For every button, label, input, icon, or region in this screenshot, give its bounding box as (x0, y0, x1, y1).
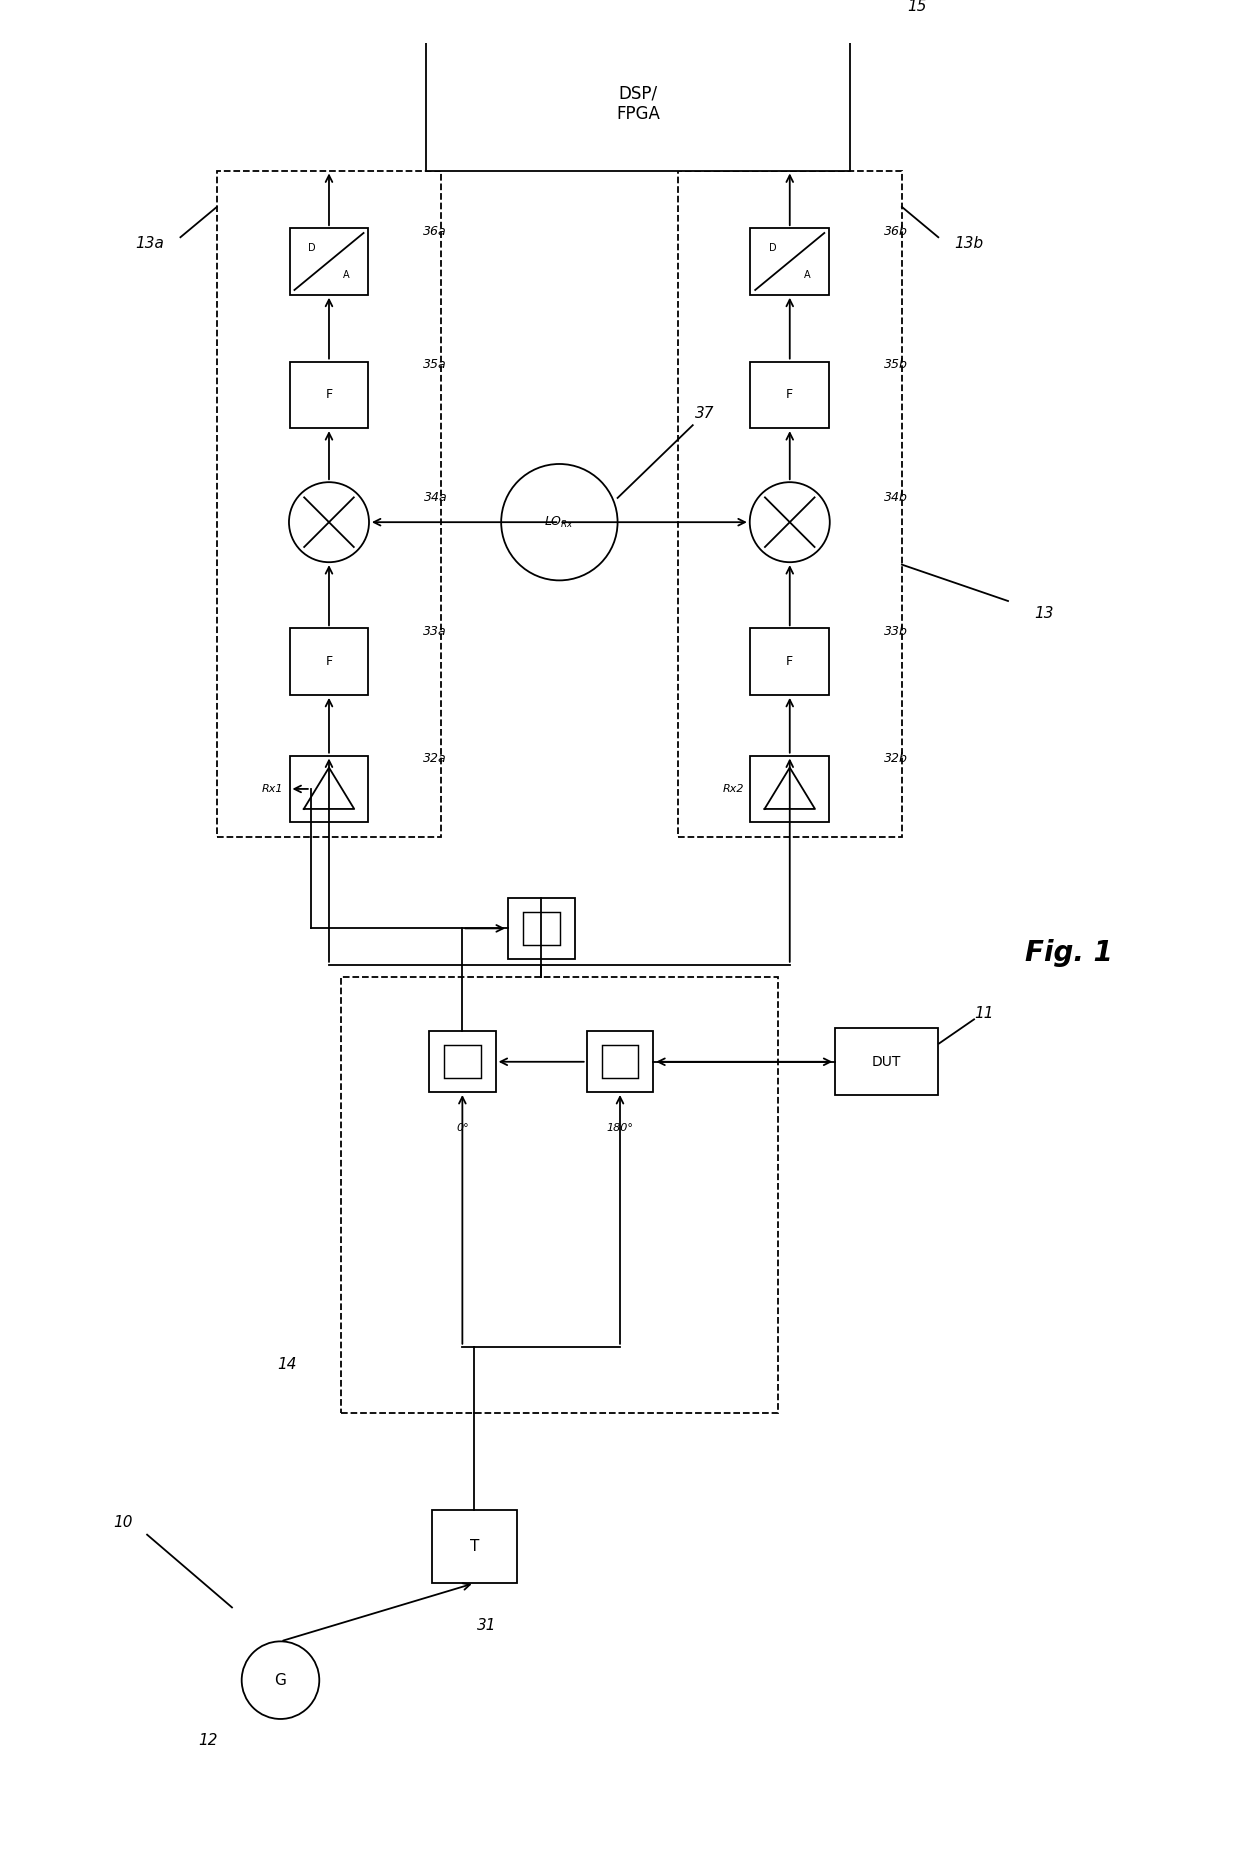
Text: D: D (308, 243, 315, 252)
Bar (341, 977, 777, 1413)
Text: 10: 10 (113, 1516, 133, 1531)
Bar (750, 361, 830, 428)
Circle shape (501, 464, 618, 581)
Text: 37: 37 (696, 406, 714, 421)
Text: 12: 12 (198, 1733, 217, 1748)
Bar (523, 912, 559, 946)
Text: F: F (786, 389, 794, 402)
Text: 14: 14 (277, 1357, 296, 1372)
Text: 13: 13 (1034, 606, 1054, 621)
Bar (290, 755, 368, 822)
Text: Fig. 1: Fig. 1 (1024, 938, 1112, 966)
Circle shape (289, 482, 370, 563)
Bar (427, 37, 851, 170)
Text: 13a: 13a (135, 235, 165, 250)
Text: T: T (470, 1540, 479, 1555)
Text: Rx2: Rx2 (723, 783, 744, 794)
Text: 36a: 36a (423, 224, 446, 237)
Bar (290, 628, 368, 695)
Text: 32b: 32b (884, 751, 908, 764)
Text: 34a: 34a (424, 492, 448, 505)
Bar (217, 170, 441, 837)
Text: 35b: 35b (884, 359, 908, 372)
Text: D: D (769, 243, 776, 252)
Text: F: F (325, 656, 332, 667)
Bar (508, 899, 574, 959)
Text: 33a: 33a (423, 624, 446, 637)
Text: 32a: 32a (423, 751, 446, 764)
Bar (750, 755, 830, 822)
Text: DSP/
FPGA: DSP/ FPGA (616, 84, 660, 123)
Bar (290, 228, 368, 295)
Circle shape (242, 1641, 319, 1719)
Text: F: F (325, 389, 332, 402)
Text: 11: 11 (973, 1006, 993, 1020)
Bar (750, 228, 830, 295)
Bar (836, 1028, 939, 1095)
Bar (587, 1032, 653, 1091)
Text: DUT: DUT (872, 1054, 901, 1069)
Text: 13b: 13b (954, 235, 983, 250)
Bar (429, 1032, 496, 1091)
Text: 36b: 36b (884, 224, 908, 237)
Text: 31: 31 (477, 1619, 496, 1634)
Bar (432, 1510, 517, 1583)
Bar (601, 1045, 639, 1078)
Text: $LO_{Rx}$: $LO_{Rx}$ (544, 514, 574, 529)
Text: Rx1: Rx1 (262, 783, 284, 794)
Text: 0°: 0° (456, 1123, 469, 1133)
Text: 34b: 34b (884, 492, 908, 505)
Text: 35a: 35a (423, 359, 446, 372)
Bar (750, 628, 830, 695)
Text: 15: 15 (908, 0, 926, 15)
Circle shape (750, 482, 830, 563)
Text: A: A (804, 269, 811, 280)
Bar (290, 361, 368, 428)
Bar (677, 170, 901, 837)
Text: F: F (786, 656, 794, 667)
Text: G: G (274, 1673, 286, 1688)
Bar (444, 1045, 481, 1078)
Text: 33b: 33b (884, 624, 908, 637)
Text: 180°: 180° (606, 1123, 634, 1133)
Text: A: A (343, 269, 350, 280)
